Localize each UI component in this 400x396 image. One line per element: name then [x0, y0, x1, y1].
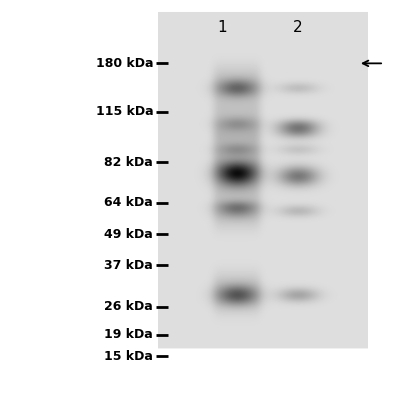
Text: 37 kDa: 37 kDa — [104, 259, 153, 272]
Text: 1: 1 — [217, 20, 227, 35]
Text: 82 kDa: 82 kDa — [104, 156, 153, 169]
Text: 15 kDa: 15 kDa — [104, 350, 153, 363]
Text: 180 kDa: 180 kDa — [96, 57, 153, 70]
Text: 19 kDa: 19 kDa — [104, 328, 153, 341]
Text: 26 kDa: 26 kDa — [104, 301, 153, 313]
Text: 115 kDa: 115 kDa — [96, 105, 153, 118]
Text: 49 kDa: 49 kDa — [104, 228, 153, 241]
Text: 2: 2 — [293, 20, 303, 35]
Text: 64 kDa: 64 kDa — [104, 196, 153, 209]
